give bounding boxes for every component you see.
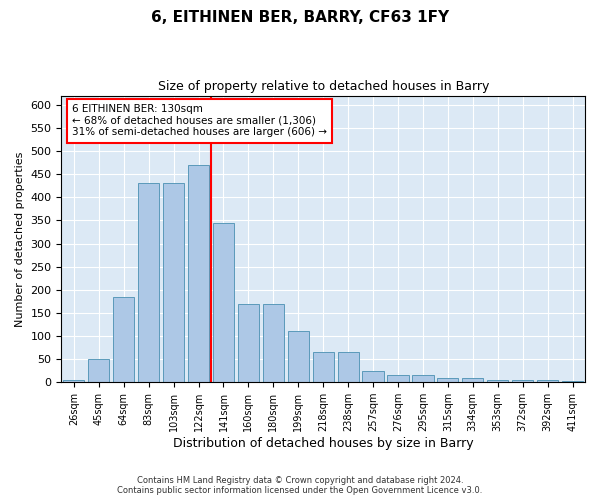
Bar: [213, 222, 234, 382]
Bar: [188, 165, 209, 382]
Bar: [537, 380, 558, 382]
Text: 6, EITHINEN BER, BARRY, CF63 1FY: 6, EITHINEN BER, BARRY, CF63 1FY: [151, 10, 449, 25]
Bar: [462, 378, 484, 382]
Title: Size of property relative to detached houses in Barry: Size of property relative to detached ho…: [158, 80, 489, 93]
Text: Contains HM Land Registry data © Crown copyright and database right 2024.
Contai: Contains HM Land Registry data © Crown c…: [118, 476, 482, 495]
Bar: [113, 296, 134, 382]
Bar: [437, 378, 458, 382]
Bar: [313, 352, 334, 382]
Bar: [88, 359, 109, 382]
Bar: [487, 380, 508, 382]
Bar: [362, 370, 383, 382]
Bar: [562, 381, 583, 382]
Bar: [287, 332, 309, 382]
Bar: [163, 184, 184, 382]
Bar: [512, 380, 533, 382]
Bar: [138, 184, 159, 382]
Bar: [338, 352, 359, 382]
Bar: [412, 376, 434, 382]
X-axis label: Distribution of detached houses by size in Barry: Distribution of detached houses by size …: [173, 437, 473, 450]
Bar: [63, 380, 85, 382]
Bar: [238, 304, 259, 382]
Bar: [388, 376, 409, 382]
Bar: [263, 304, 284, 382]
Text: 6 EITHINEN BER: 130sqm
← 68% of detached houses are smaller (1,306)
31% of semi-: 6 EITHINEN BER: 130sqm ← 68% of detached…: [72, 104, 327, 138]
Y-axis label: Number of detached properties: Number of detached properties: [15, 151, 25, 326]
